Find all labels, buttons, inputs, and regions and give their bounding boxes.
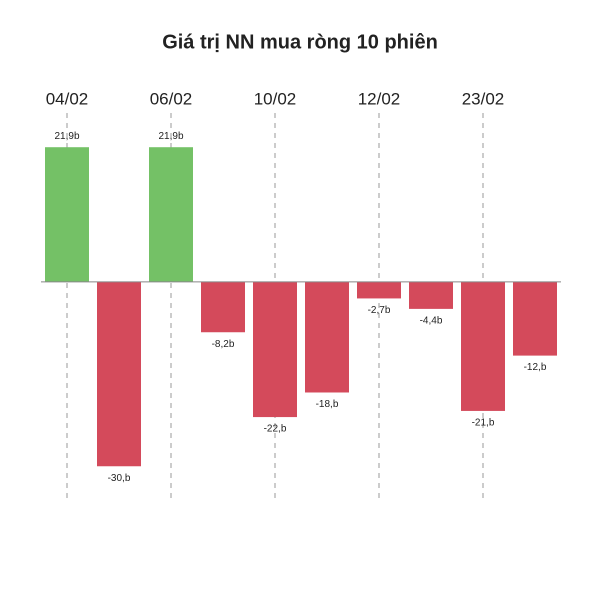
bar <box>45 147 89 282</box>
bar <box>149 147 193 282</box>
bar <box>461 281 505 411</box>
value-label: -21,b <box>472 418 495 429</box>
value-label: 21,9b <box>158 131 183 142</box>
x-tick-label: 23/02 <box>462 89 505 108</box>
bar <box>305 281 349 393</box>
value-label: -4,4b <box>420 316 443 327</box>
value-label: -18,b <box>316 399 339 410</box>
bar <box>357 281 401 299</box>
bar <box>97 281 141 467</box>
value-label: -2,7b <box>368 305 391 316</box>
bar <box>409 281 453 309</box>
value-label: -30,b <box>108 473 131 484</box>
value-label: -12,b <box>524 362 547 373</box>
x-tick-label: 10/02 <box>254 89 297 108</box>
bar <box>201 281 245 333</box>
bar <box>253 281 297 418</box>
x-tick-label: 12/02 <box>358 89 401 108</box>
value-label: -8,2b <box>212 339 235 350</box>
x-tick-label: 04/02 <box>46 89 89 108</box>
bar <box>513 281 557 356</box>
x-tick-label: 06/02 <box>150 89 193 108</box>
value-label: -22,b <box>264 424 287 435</box>
value-label: 21,9b <box>54 131 79 142</box>
chart-title: Giá trị NN mua ròng 10 phiên <box>162 31 438 53</box>
